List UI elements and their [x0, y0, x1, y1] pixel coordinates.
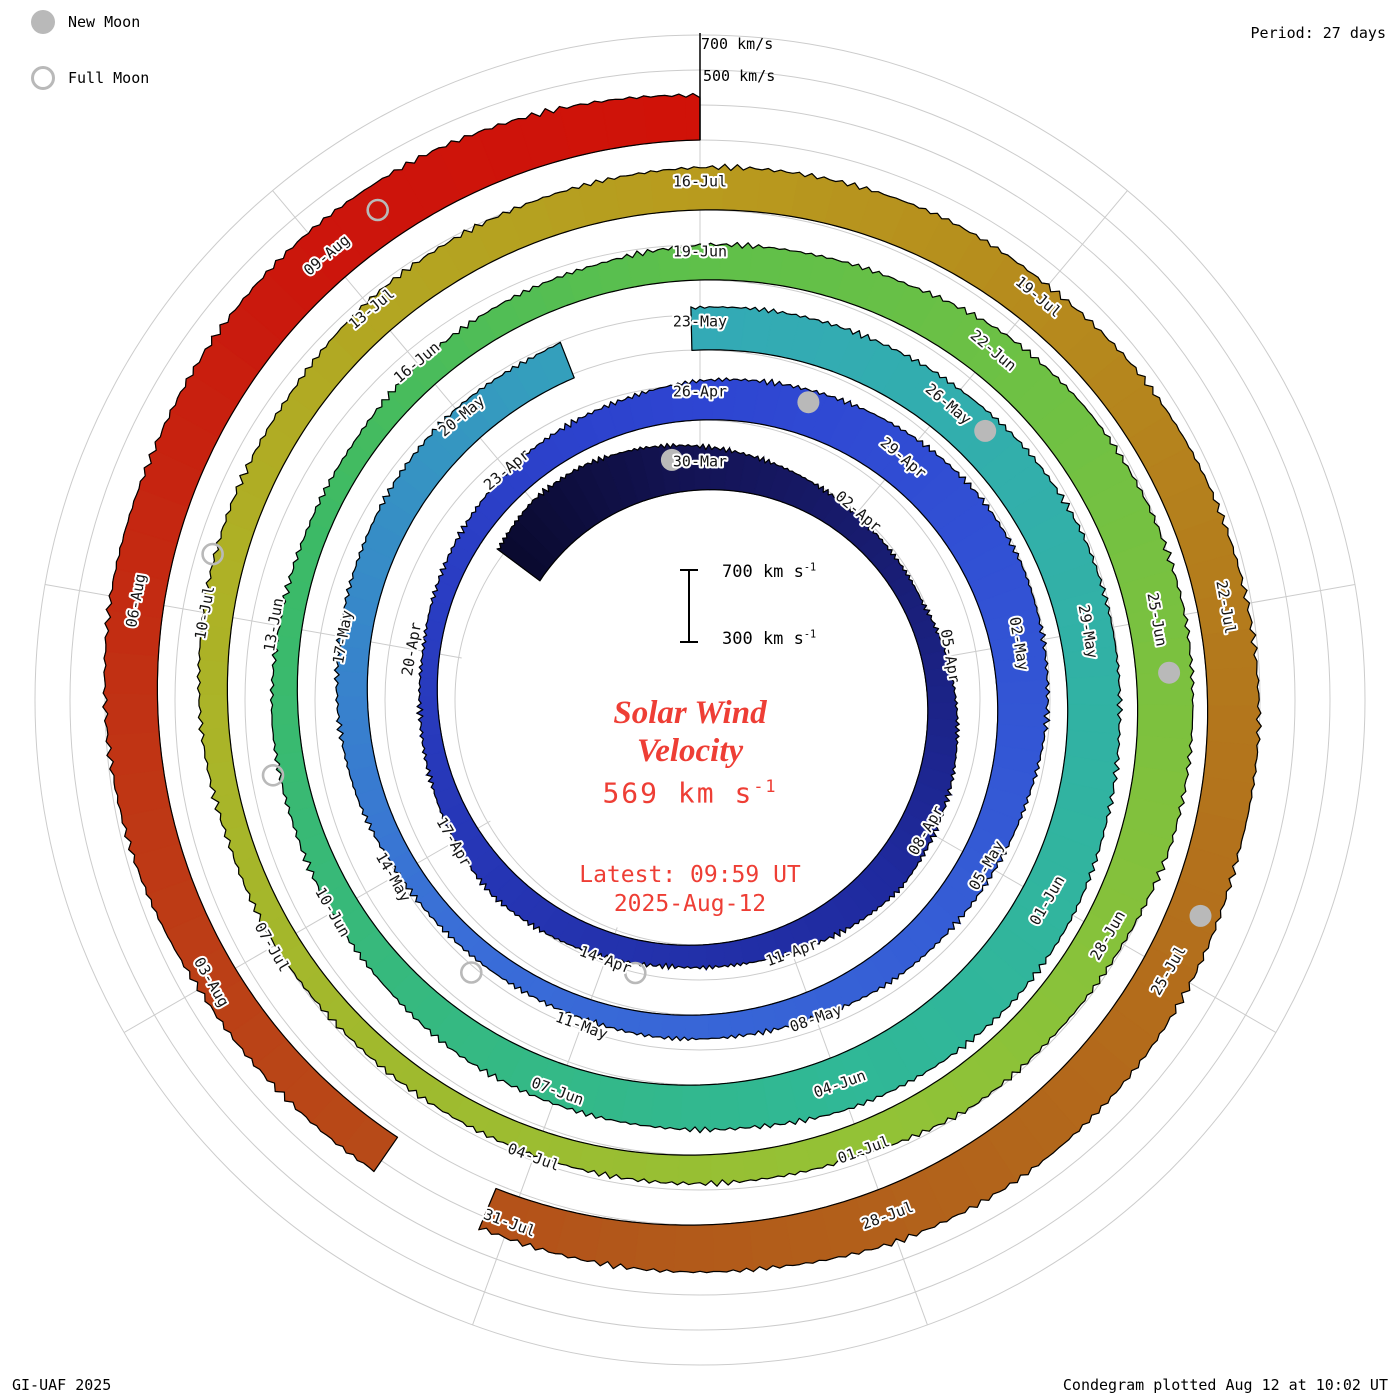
- scale-bar-top-label: 700 km s-1: [722, 562, 817, 582]
- velocity-band-segment: [1205, 667, 1260, 708]
- velocity-band-segment: [609, 1148, 648, 1183]
- velocity-band-segment: [672, 1224, 714, 1274]
- new-moon-marker: [1158, 661, 1181, 684]
- velocity-band-segment: [741, 1146, 779, 1182]
- velocity-band-segment: [335, 695, 370, 722]
- new-moon-label: New Moon: [68, 13, 141, 31]
- new-moon-marker: [974, 419, 997, 442]
- velocity-band-segment: [722, 939, 744, 968]
- velocity-band-segment: [643, 1152, 680, 1186]
- full-moon-marker: [261, 763, 285, 787]
- velocity-band-outline: [196, 163, 1262, 1274]
- date-tick-label: 30-Mar: [673, 453, 727, 471]
- velocity-band-segment: [1136, 704, 1194, 741]
- velocity-band-segment: [271, 722, 303, 755]
- full-moon-icon: [31, 66, 55, 90]
- velocity-band-segment: [613, 170, 656, 219]
- velocity-band-segment: [633, 1222, 677, 1274]
- velocity-band-segment: [660, 1013, 686, 1042]
- legend-new-moon: New Moon: [31, 10, 140, 34]
- legend-full-moon: Full Moon: [31, 66, 149, 90]
- date-tick-label: 16-Jul: [673, 173, 727, 191]
- velocity-band-segment: [676, 1154, 712, 1186]
- velocity-spiral-bands: [102, 92, 1262, 1274]
- chart-title-line2: Velocity: [636, 733, 744, 769]
- velocity-band-segment: [995, 679, 1051, 705]
- velocity-band-segment: [706, 1012, 732, 1040]
- velocity-band-segment: [333, 669, 369, 697]
- velocity-band-segment: [649, 1083, 683, 1131]
- velocity-band-segment: [601, 95, 649, 150]
- new-moon-marker: [660, 448, 683, 471]
- velocity-band-segment: [1201, 628, 1258, 672]
- full-moon-marker: [201, 542, 224, 566]
- velocity-band-segment: [710, 1151, 746, 1187]
- chart-title-line1: Solar Wind: [613, 695, 767, 731]
- velocity-band-segment: [1065, 675, 1123, 706]
- date-tick-label: 23-May: [673, 313, 727, 331]
- velocity-band-segment: [683, 1014, 709, 1042]
- current-speed-value: 569 km s-1: [602, 776, 778, 810]
- velocity-band-segment: [105, 730, 164, 776]
- velocity-band-segment: [1206, 705, 1262, 746]
- plot-timestamp: Condegram plotted Aug 12 at 10:02 UT: [1062, 1376, 1388, 1394]
- velocity-band-segment: [418, 657, 440, 680]
- period-label: Period: 27 days: [1250, 24, 1386, 42]
- velocity-band-segment: [269, 664, 299, 696]
- scale-bar-bottom-label: 300 km s-1: [722, 629, 817, 649]
- date-tick-label: 26-Apr: [673, 383, 727, 401]
- velocity-band-segment: [722, 163, 763, 213]
- full-moon-marker: [366, 198, 390, 222]
- velocity-band-segment: [102, 692, 160, 736]
- new-moon-marker: [797, 391, 820, 414]
- chart-title: Solar Wind Velocity: [400, 694, 980, 770]
- latest-date-line: 2025-Aug-12: [613, 891, 767, 917]
- new-moon-icon: [31, 10, 55, 34]
- velocity-band-segment: [196, 658, 229, 696]
- scale-bar: [680, 569, 698, 643]
- latest-timestamp: Latest: 09:59 UT 2025-Aug-12: [400, 861, 980, 919]
- date-tick-label: 19-Jun: [673, 243, 727, 261]
- velocity-band-segment: [1066, 703, 1124, 735]
- grid-spoke: [472, 927, 618, 1326]
- credit-gi-uaf: GI-UAF 2025: [12, 1376, 112, 1394]
- velocity-band-segment: [626, 248, 662, 288]
- grid-spoke: [123, 820, 491, 1033]
- moon-markers: [201, 198, 1212, 985]
- velocity-band-segment: [679, 1084, 711, 1134]
- velocity-band-segment: [269, 694, 300, 726]
- endcap-scale-500-label: 500 km/s: [703, 67, 776, 85]
- full-moon-marker: [459, 961, 483, 984]
- velocity-band-segment: [748, 1215, 794, 1273]
- velocity-band-segment: [711, 1221, 754, 1273]
- latest-time-line: Latest: 09:59 UT: [579, 862, 801, 888]
- velocity-band-segment: [708, 1081, 741, 1133]
- velocity-band-segment: [685, 92, 701, 141]
- velocity-band-outline: [333, 341, 1051, 1042]
- full-moon-label: Full Moon: [68, 69, 150, 87]
- full-moon-marker: [623, 961, 647, 985]
- new-moon-marker: [1189, 904, 1212, 927]
- velocity-band-segment: [102, 650, 159, 695]
- velocity-band-segment: [643, 93, 688, 145]
- endcap-scale-700-label: 700 km/s: [701, 35, 774, 53]
